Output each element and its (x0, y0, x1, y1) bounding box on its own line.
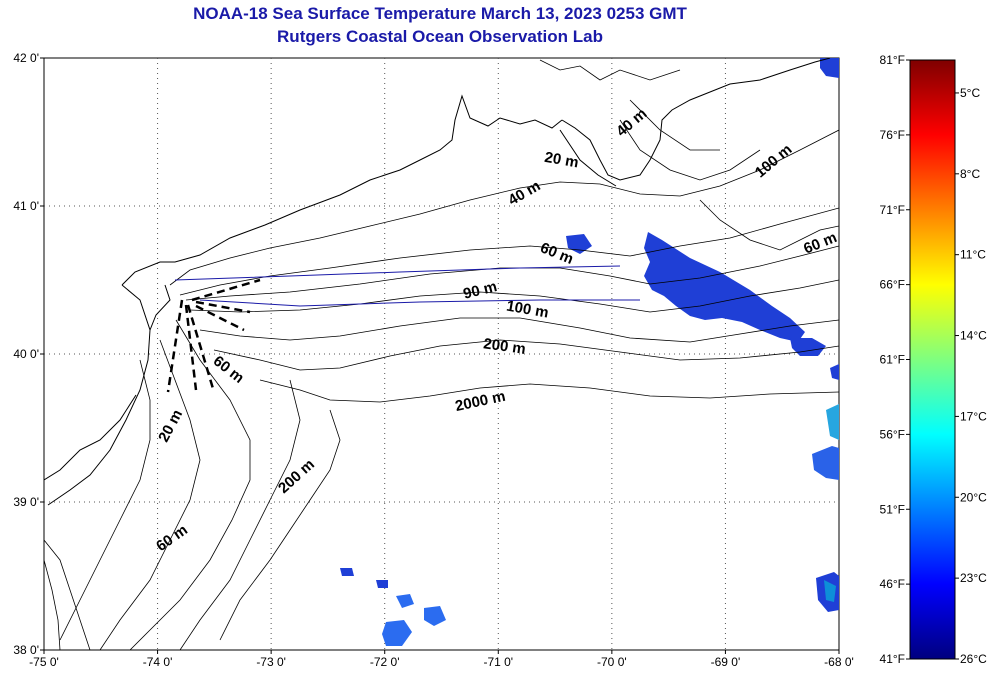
colorbar-f-label: 56°F (880, 427, 905, 441)
colorbar-f-label: 61°F (880, 353, 905, 367)
lat-tick-label: 40 0' (13, 347, 39, 361)
lat-tick-label: 42 0' (13, 51, 39, 65)
colorbar-f-label: 51°F (880, 502, 905, 516)
longitude-ticks: -75 0' -74 0' -73 0' -72 0' -71 0' -70 0' -69 … (29, 650, 854, 669)
map-frame (43, 57, 840, 651)
contour-label: 20 m (543, 149, 580, 172)
lon-tick-label: -71 0' (483, 655, 513, 669)
bathymetry-contours (44, 59, 839, 650)
latitude-ticks: 42 0' 41 0' 40 0' 39 0' 38 0' (13, 51, 44, 657)
dashed-transects (166, 278, 261, 393)
colorbar-c-label: 11°C (960, 248, 986, 262)
lon-tick-label: -69 0' (711, 655, 741, 669)
lon-tick-label: -72 0' (370, 655, 400, 669)
colorbar-c-label: 5°C (960, 86, 980, 100)
lat-tick-label: 41 0' (13, 199, 39, 213)
lat-lon-grid (44, 58, 839, 650)
lon-tick-label: -74 0' (143, 655, 173, 669)
colorbar-c-label: 23°C (960, 571, 987, 585)
colorbar-f-label: 46°F (880, 577, 905, 591)
cable-lines (174, 265, 640, 307)
colorbar-c-label: 20°C (960, 490, 987, 504)
sst-patch-shelf (340, 58, 839, 646)
colorbar-f-label: 71°F (880, 203, 905, 217)
map-subtitle: Rutgers Coastal Ocean Observation Lab (277, 27, 603, 46)
coastline (44, 58, 831, 506)
colorbar-f-label: 76°F (880, 128, 905, 142)
colorbar-f-label: 66°F (880, 278, 905, 292)
lat-tick-label: 39 0' (13, 495, 39, 509)
lon-tick-label: -75 0' (29, 655, 59, 669)
map-title: NOAA-18 Sea Surface Temperature March 13… (193, 4, 687, 23)
colorbar-ticks: 81°F 76°F 71°F 66°F 61°F 56°F 51°F 46°F 41°F 26°C… (880, 53, 988, 666)
colorbar-f-label: 81°F (880, 53, 905, 67)
lon-tick-label: -70 0' (597, 655, 627, 669)
colorbar-c-label: 8°C (960, 167, 980, 181)
colorbar-c-label: 17°C (960, 409, 987, 423)
lon-tick-label: -68 0' (824, 655, 854, 669)
colorbar (909, 59, 956, 660)
lon-tick-label: -73 0' (256, 655, 286, 669)
colorbar-c-label: 26°C (960, 652, 987, 666)
colorbar-f-label: 41°F (880, 652, 905, 666)
contour-label: 200 m (482, 335, 526, 358)
colorbar-c-label: 14°C (960, 329, 987, 343)
lat-tick-label: 38 0' (13, 643, 39, 657)
